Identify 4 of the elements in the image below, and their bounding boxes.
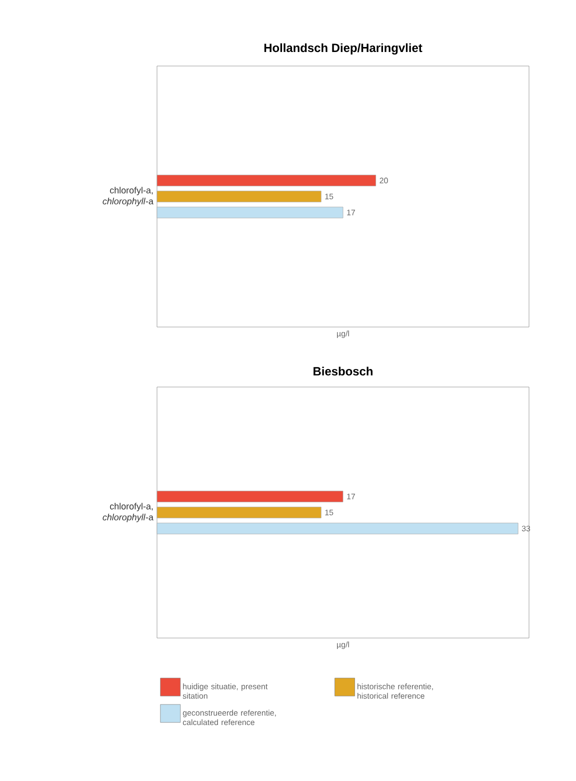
y-tick-label: chlorofyl-a, chlorophyll-a bbox=[102, 502, 154, 522]
chart-title: Hollandsch Diep/Haringvliet bbox=[264, 43, 422, 54]
y-tick-label: chlorofyl-a, chlorophyll-a bbox=[102, 186, 154, 206]
chart-title: Biesbosch bbox=[314, 366, 372, 376]
